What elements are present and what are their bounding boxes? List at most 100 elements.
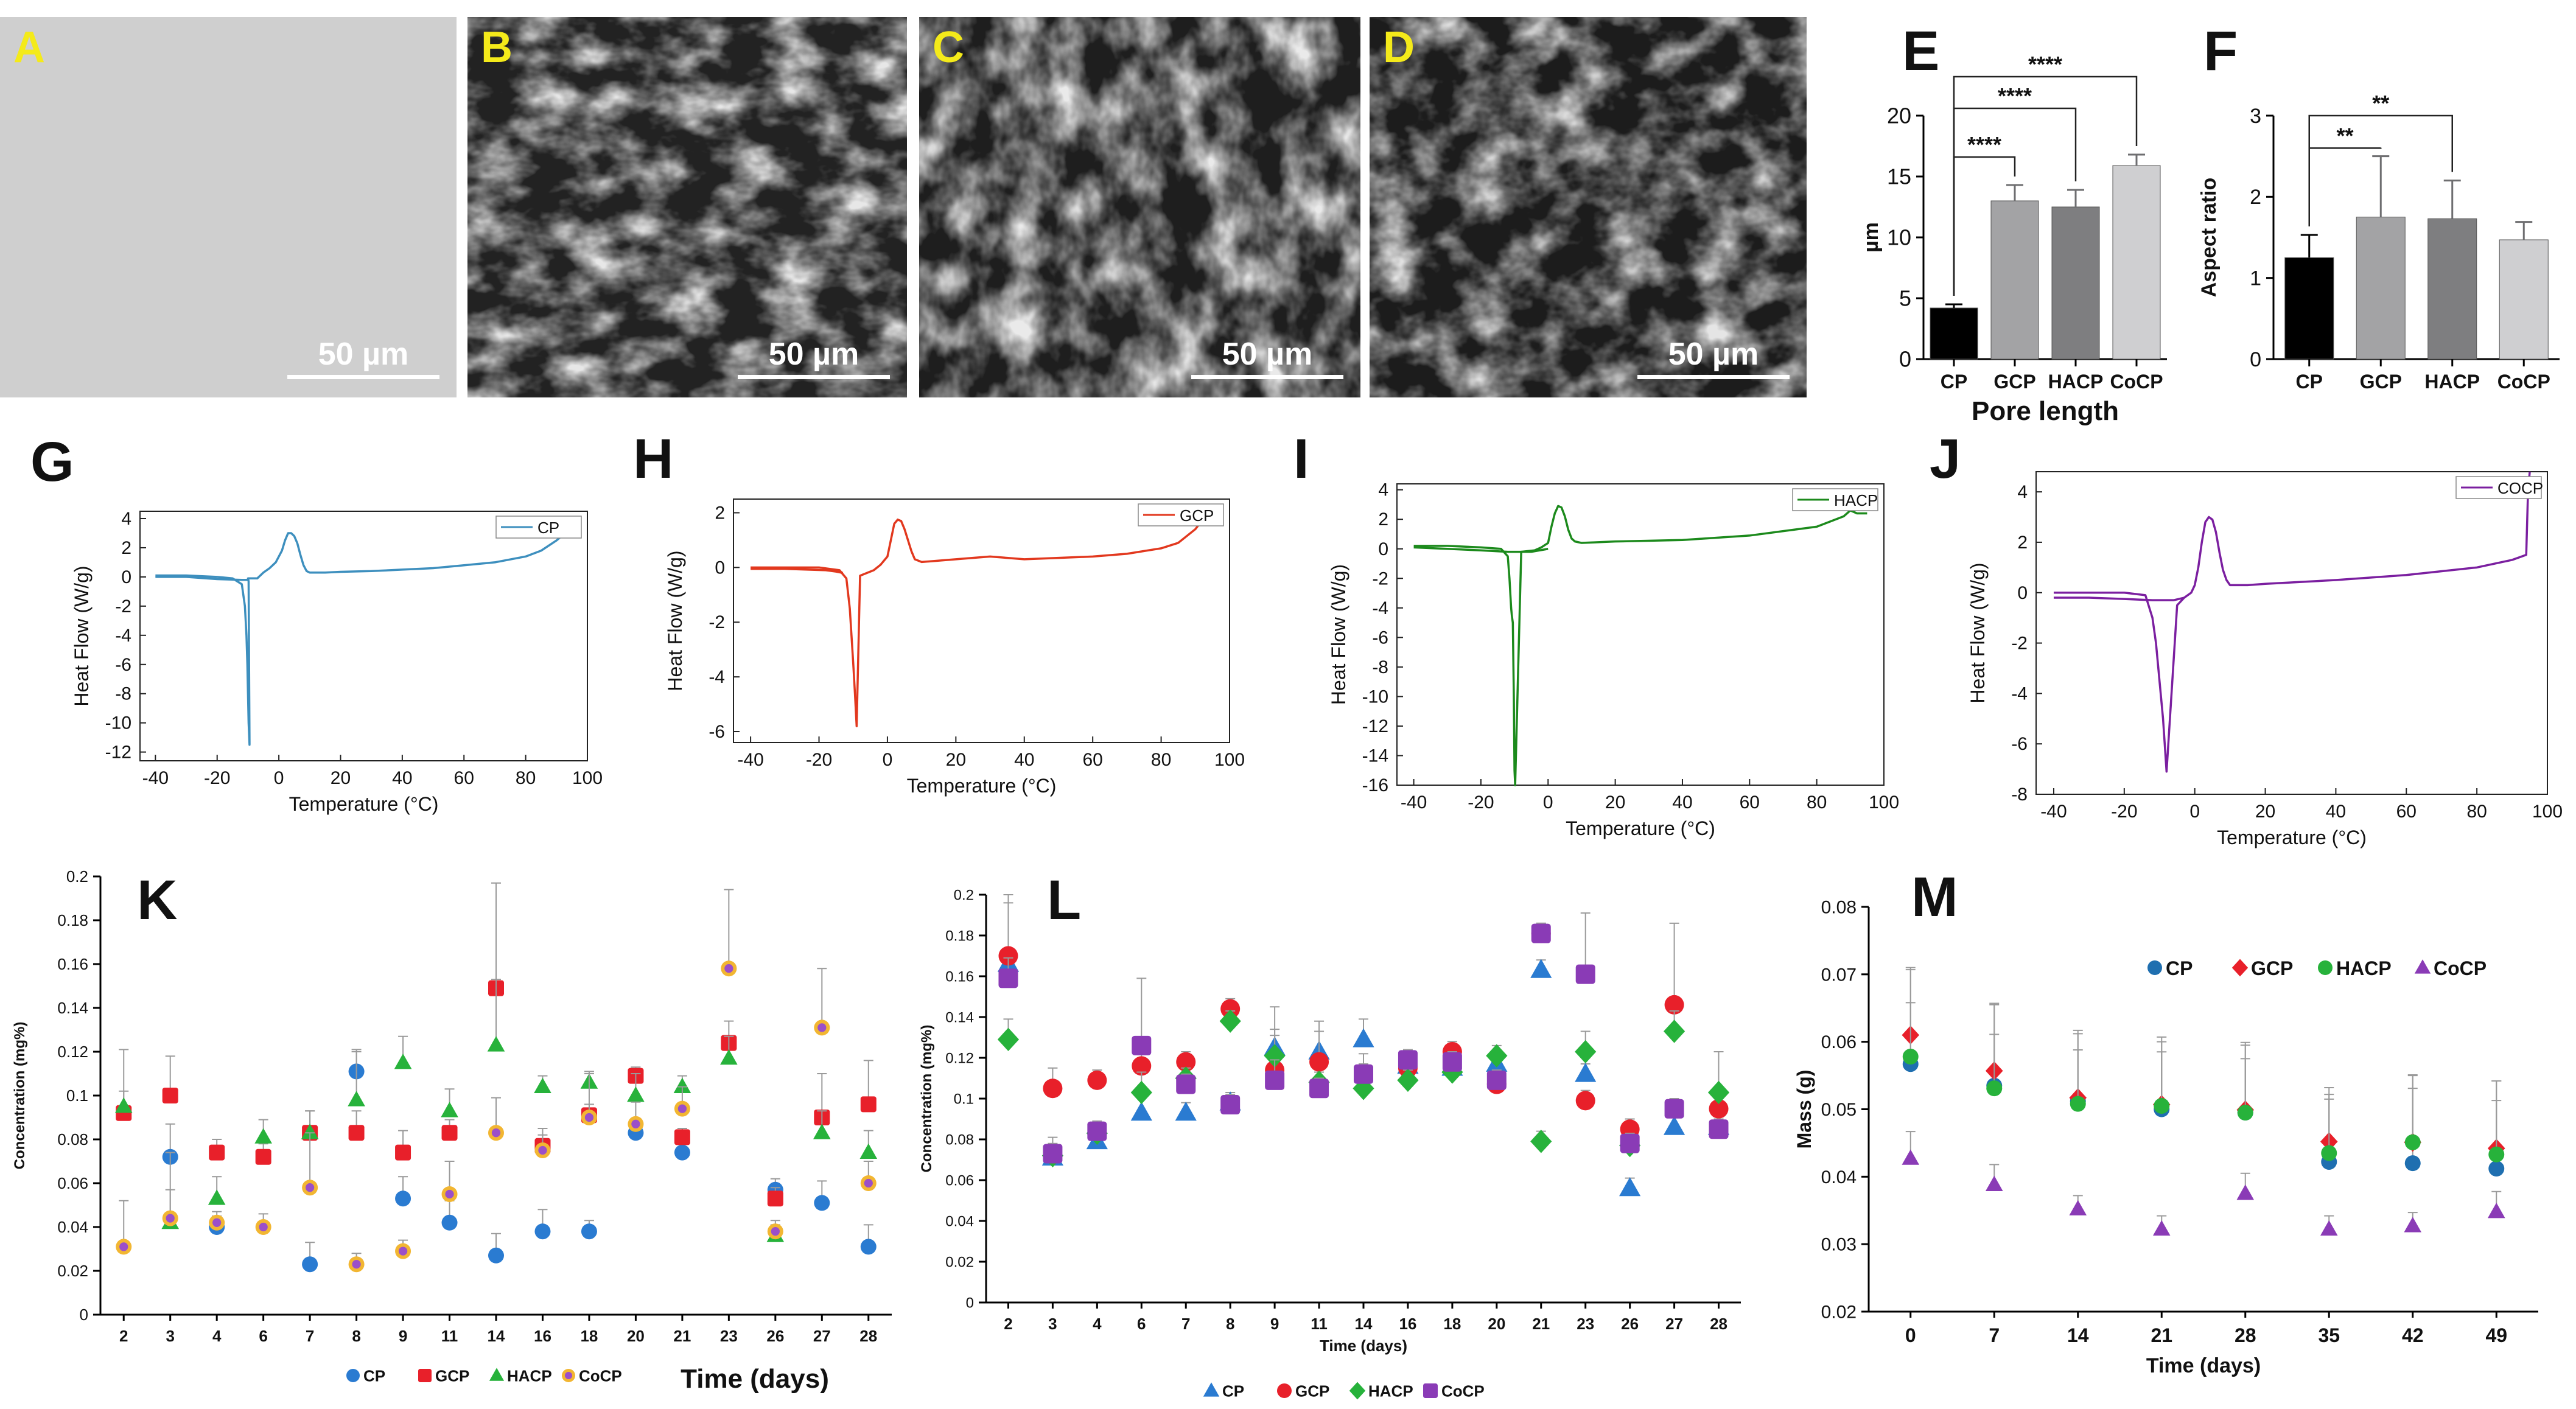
y-tick-label: -8 <box>115 684 131 704</box>
point-hacp <box>1530 1130 1552 1153</box>
scale-bar-c: 50 µm <box>1191 338 1343 379</box>
x-tick-label: 21 <box>1532 1315 1550 1333</box>
y-tick-label: 0 <box>715 558 725 578</box>
x-tick-label: 3 <box>1048 1315 1057 1333</box>
scale-bar-d: 50 µm <box>1637 338 1790 379</box>
x-tick-label: CP <box>2296 371 2323 393</box>
x-tick-label: -40 <box>1401 792 1427 813</box>
scale-label-c: 50 µm <box>1222 337 1313 372</box>
plot-frame <box>733 498 1230 743</box>
y-tick-label: -2 <box>115 596 131 617</box>
point-hacp <box>1575 1040 1597 1064</box>
legend-label: HACP <box>507 1367 552 1385</box>
dsc-curve <box>1413 505 1867 786</box>
x-tick-label: 20 <box>946 750 966 770</box>
panel-letter-b: B <box>481 23 513 72</box>
sem-texture-a <box>0 17 457 397</box>
y-tick-label: -2 <box>1372 568 1388 589</box>
legend-label: HACP <box>1834 491 1878 509</box>
x-tick-label: 28 <box>2235 1324 2256 1346</box>
panel-letter-e: E <box>1902 20 1939 82</box>
point-cp <box>860 1239 877 1255</box>
y-tick-label: 2 <box>2017 533 2028 553</box>
x-tick-label: -40 <box>2040 802 2067 822</box>
x-tick-label: HACP <box>2048 371 2104 393</box>
bar-cocp <box>2499 239 2549 360</box>
point-hacp <box>1397 1068 1419 1093</box>
point-cocp <box>2404 1217 2422 1232</box>
x-tick-label: 11 <box>1311 1315 1328 1333</box>
point-hacp <box>1707 1080 1730 1105</box>
dsc-curve-secondary <box>2053 596 2185 601</box>
bar-chart-f: F 0 1 2 3 CP GCP HACP CoCP Aspect ratio ** ** <box>2197 20 2560 393</box>
x-tick-label: 0 <box>274 768 284 788</box>
x-axis-label: Time (days) <box>681 1364 829 1394</box>
point-cp <box>1353 1028 1374 1047</box>
y-tick-label: 0.12 <box>945 1050 974 1066</box>
chart-panel-g: G -12 -10 -8 -6 -4 -2 0 2 4 -40 -20 0 20 40 60 80 100 Temp… <box>0 420 615 828</box>
point-cocp <box>2152 1220 2171 1236</box>
legend-label: GCP <box>1180 506 1214 525</box>
legend-marker-hacp <box>489 1368 505 1381</box>
x-axis-label: Pore length <box>1972 396 2119 426</box>
point-hacp <box>997 1027 1020 1052</box>
point-cocp <box>2236 1184 2255 1200</box>
scale-line-a <box>287 375 439 379</box>
point-hacp <box>813 1124 831 1139</box>
x-tick-label: 60 <box>1082 750 1102 770</box>
dsc-curve-secondary <box>1413 546 1549 553</box>
sem-texture-d <box>1370 17 1807 397</box>
y-tick-label: -2 <box>2011 634 2028 654</box>
dsc-curve-secondary <box>751 567 844 575</box>
y-tick-label: -2 <box>709 612 725 632</box>
legend-marker-cocp-core <box>564 1371 573 1380</box>
y-tick-label: 0.06 <box>1821 1032 1857 1052</box>
y-tick-label: 0.02 <box>945 1254 974 1270</box>
y-tick-label: 0.1 <box>66 1086 88 1105</box>
x-tick-label: 11 <box>441 1327 458 1345</box>
bar-gcp <box>2356 217 2406 360</box>
point-hacp <box>487 1036 505 1052</box>
panel-letter-h: H <box>633 428 673 490</box>
mass-chart-m: M 0.02 0.03 0.04 0.05 0.06 0.07 0.08 0 7 14 21 28 35 4… <box>1793 866 2538 1377</box>
point-cocp-core <box>677 1104 687 1113</box>
point-cocp <box>2487 1203 2505 1218</box>
point-hacp <box>301 1124 319 1139</box>
x-axis-label: Temperature (°C) <box>907 775 1057 797</box>
y-tick-label: -6 <box>1372 628 1388 648</box>
point-cp <box>488 1247 504 1264</box>
x-tick-label: 80 <box>2466 802 2487 822</box>
y-axis-label: Heat Flow (W/g) <box>664 550 686 691</box>
chart-panel-j: J -8 -6 -4 -2 0 2 4 -40 -20 0 20 40 60 80 100 Temperatur… <box>1917 420 2576 858</box>
scale-label-b: 50 µm <box>768 337 859 372</box>
y-tick-label: 0.08 <box>1821 898 1857 918</box>
point-gcp <box>162 1088 178 1103</box>
scale-bar-a: 50 µm <box>287 338 439 379</box>
point-cp <box>1575 1063 1597 1082</box>
y-tick-label: 0.16 <box>57 955 88 973</box>
legend-marker-hacp <box>2318 960 2333 975</box>
point-gcp <box>348 1125 365 1141</box>
scale-line-b <box>738 375 890 379</box>
y-tick-label: 2 <box>1378 509 1388 530</box>
point-hacp <box>2404 1134 2421 1150</box>
point-cocp <box>1043 1144 1063 1164</box>
x-axis-label: Temperature (°C) <box>289 793 439 815</box>
point-cocp <box>1220 1095 1241 1115</box>
y-tick-label: -4 <box>1372 598 1388 618</box>
dsc-curve <box>155 526 573 746</box>
legend-marker-cp <box>1203 1382 1220 1397</box>
y-tick-label: -6 <box>115 655 131 675</box>
point-cocp <box>1985 1175 2003 1192</box>
y-tick-label: 0.04 <box>1821 1167 1857 1187</box>
x-tick-label: 6 <box>1137 1315 1146 1333</box>
significance-bracket <box>2308 114 2453 226</box>
legend-marker-hacp <box>1349 1382 1366 1400</box>
point-cocp-core <box>119 1242 128 1251</box>
x-tick-label: -20 <box>1468 792 1494 813</box>
point-cocp-core <box>538 1145 547 1155</box>
point-cp <box>1175 1102 1197 1121</box>
x-tick-label: 28 <box>1710 1315 1727 1333</box>
sem-panel-b: B 50 µm <box>467 17 907 397</box>
point-hacp <box>2154 1097 2170 1114</box>
